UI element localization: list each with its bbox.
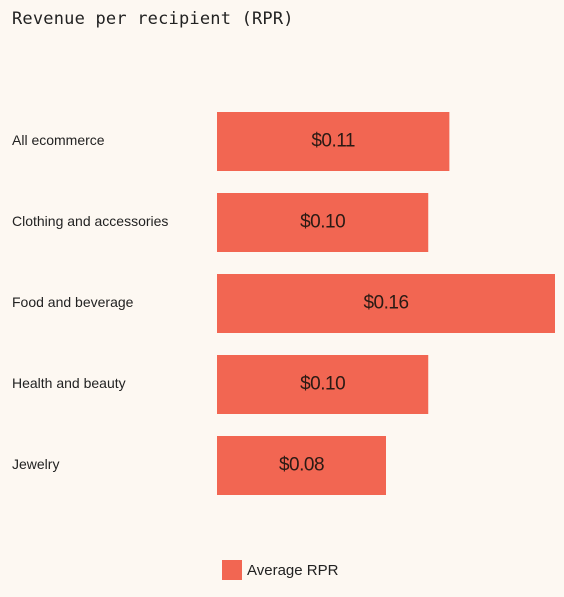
bar-value-label: $0.10 — [300, 374, 345, 395]
legend-swatch — [222, 560, 242, 580]
legend: Average RPR — [222, 560, 338, 580]
bar — [217, 436, 386, 495]
bar — [217, 355, 429, 414]
bar — [217, 274, 555, 333]
bar-value-label: $0.11 — [311, 131, 355, 152]
category-label: Clothing and accessories — [12, 213, 168, 229]
category-label: Food and beverage — [12, 294, 134, 310]
category-label: All ecommerce — [12, 132, 105, 148]
bar — [217, 112, 450, 171]
category-label: Jewelry — [12, 456, 59, 472]
legend-label: Average RPR — [247, 561, 339, 579]
bar-value-label: $0.08 — [279, 455, 324, 476]
category-label: Health and beauty — [12, 375, 126, 391]
bar — [217, 193, 429, 252]
bar-value-label: $0.10 — [300, 212, 345, 233]
chart-title: Revenue per recipient (RPR) — [12, 9, 294, 29]
bar-value-label: $0.16 — [363, 293, 408, 314]
